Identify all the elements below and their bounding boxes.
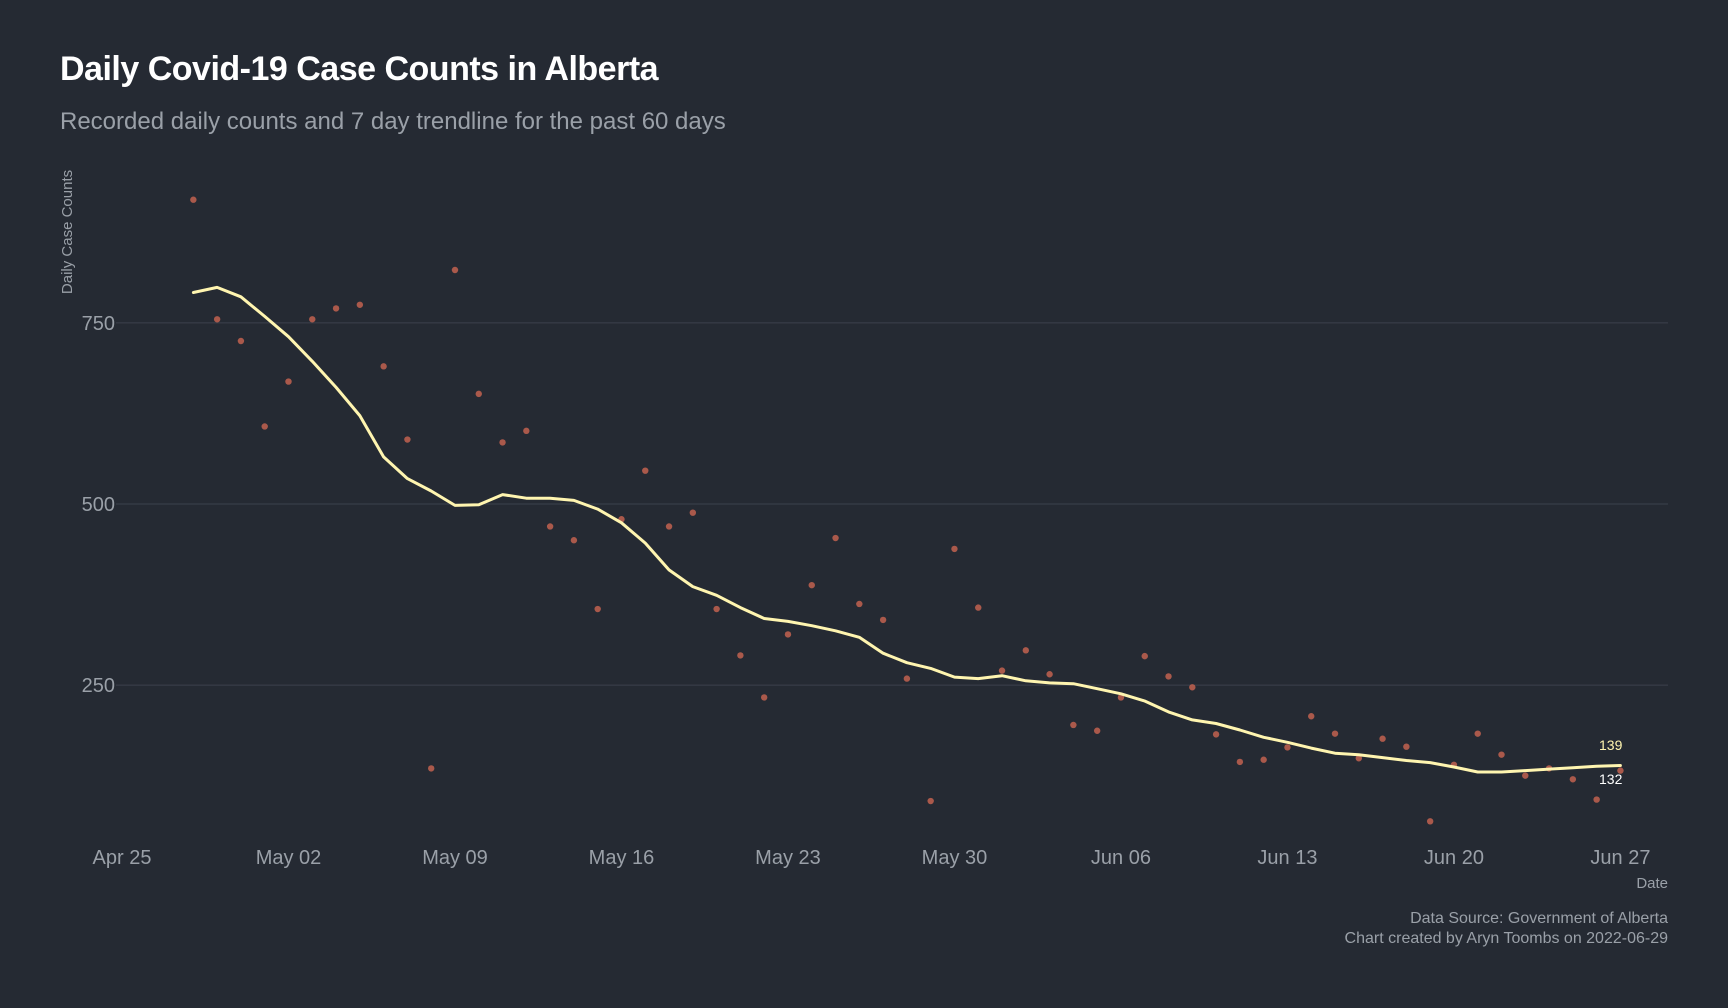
data-point bbox=[356, 301, 364, 308]
data-point bbox=[927, 797, 934, 805]
trend-end-label: 139 bbox=[1599, 737, 1623, 753]
caption: Data Source: Government of Alberta Chart… bbox=[1345, 909, 1668, 949]
x-tick-label: May 23 bbox=[755, 847, 821, 869]
data-point bbox=[190, 196, 197, 203]
points-end-label: 132 bbox=[1599, 771, 1623, 787]
data-point bbox=[1498, 751, 1505, 758]
data-point bbox=[1403, 743, 1410, 750]
x-tick-label: Jun 13 bbox=[1257, 847, 1317, 869]
data-point bbox=[1260, 756, 1267, 763]
data-point bbox=[285, 378, 292, 385]
x-tick-label: May 09 bbox=[422, 847, 488, 869]
daily-count-points bbox=[190, 196, 1624, 825]
chart-title: Daily Covid-19 Case Counts in Alberta bbox=[60, 50, 659, 88]
data-point bbox=[665, 523, 673, 530]
data-point bbox=[1617, 767, 1624, 774]
grid-lines bbox=[116, 322, 1668, 686]
x-tick-label: May 30 bbox=[922, 847, 988, 869]
data-point bbox=[1236, 758, 1244, 766]
y-tick-label: 750 bbox=[82, 313, 115, 335]
data-point bbox=[998, 667, 1006, 674]
data-point bbox=[332, 305, 340, 312]
data-point bbox=[1331, 730, 1339, 737]
x-tick-label: Jun 27 bbox=[1590, 847, 1650, 869]
y-tick-label: 250 bbox=[82, 675, 115, 697]
data-point bbox=[856, 600, 863, 608]
data-point bbox=[570, 537, 578, 544]
data-point bbox=[499, 439, 506, 446]
data-point bbox=[451, 266, 459, 274]
data-point bbox=[546, 523, 554, 530]
x-axis-title: Date bbox=[1636, 875, 1668, 892]
data-point bbox=[903, 675, 911, 682]
x-tick-label: Jun 06 bbox=[1091, 847, 1151, 869]
data-point bbox=[784, 631, 792, 638]
data-point bbox=[1426, 818, 1434, 825]
data-point bbox=[642, 467, 649, 474]
data-point bbox=[380, 363, 387, 370]
x-tick-label: May 16 bbox=[589, 847, 655, 869]
data-point bbox=[1474, 730, 1481, 737]
y-axis-title: Daily Case Counts bbox=[59, 170, 76, 294]
x-tick-label: Apr 25 bbox=[93, 847, 152, 869]
data-point bbox=[808, 581, 815, 589]
data-point bbox=[523, 427, 530, 435]
data-point bbox=[1522, 772, 1529, 779]
data-point bbox=[237, 337, 245, 345]
data-point bbox=[1284, 744, 1291, 751]
data-point bbox=[428, 765, 435, 772]
x-tick-label: May 02 bbox=[256, 847, 322, 869]
data-point bbox=[832, 534, 839, 542]
data-point bbox=[309, 316, 316, 323]
data-point bbox=[975, 604, 982, 611]
data-point bbox=[1308, 713, 1315, 720]
data-point bbox=[1355, 755, 1363, 762]
data-point bbox=[1141, 652, 1148, 660]
data-point bbox=[404, 436, 411, 443]
y-tick-label: 500 bbox=[82, 494, 115, 516]
data-point bbox=[1022, 647, 1030, 654]
data-point bbox=[1379, 735, 1386, 742]
data-point bbox=[1212, 731, 1220, 738]
data-point bbox=[1569, 776, 1577, 783]
y-axis-ticks: 250 500 750 bbox=[82, 313, 115, 697]
data-point bbox=[1070, 721, 1077, 729]
data-point bbox=[475, 390, 482, 398]
data-point bbox=[1046, 671, 1053, 678]
data-point bbox=[737, 652, 744, 659]
data-point bbox=[1189, 684, 1196, 691]
data-point bbox=[713, 605, 720, 613]
data-point bbox=[594, 605, 601, 613]
data-point bbox=[213, 316, 221, 323]
data-point bbox=[689, 509, 697, 516]
data-point bbox=[1165, 673, 1172, 680]
data-point bbox=[760, 694, 768, 701]
x-axis-ticks: Apr 25 May 02 May 09 May 16 May 23 May 30 Jun … bbox=[93, 847, 1651, 869]
trend-line bbox=[191, 285, 1622, 774]
data-point bbox=[1593, 796, 1600, 803]
data-point bbox=[261, 423, 268, 430]
chart-subtitle: Recorded daily counts and 7 day trendlin… bbox=[60, 108, 726, 135]
data-point bbox=[951, 545, 958, 553]
data-point bbox=[1093, 727, 1101, 734]
data-source: Data Source: Government of Alberta bbox=[1410, 910, 1668, 927]
data-point bbox=[879, 616, 887, 624]
x-tick-label: Jun 20 bbox=[1424, 847, 1484, 869]
chart-credit: Chart created by Aryn Toombs on 2022-06-… bbox=[1344, 930, 1668, 947]
